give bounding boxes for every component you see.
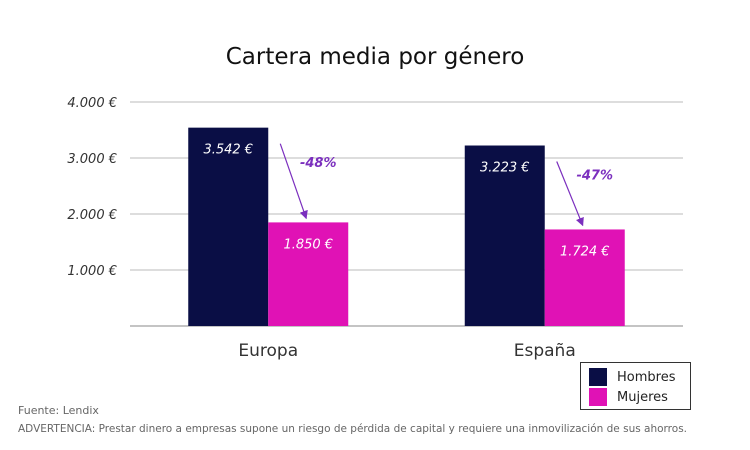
y-tick-label: 4.000 € — [67, 96, 117, 111]
warning-note: ADVERTENCIA: Prestar dinero a empresas s… — [18, 423, 688, 435]
legend-item-mujeres: Mujeres — [589, 387, 682, 407]
x-axis-ticks: Europa España — [238, 341, 575, 361]
bar-mujeres-españa — [544, 229, 625, 326]
data-label: 3.542 € — [203, 143, 253, 158]
legend-label-mujeres: Mujeres — [617, 389, 668, 405]
data-label: 1.850 € — [283, 237, 333, 252]
annotation-arrow — [279, 143, 308, 220]
legend: Hombres Mujeres — [580, 362, 691, 410]
legend-swatch-mujeres — [589, 388, 607, 406]
annotation-label: -48% — [300, 156, 337, 171]
annotations: -48% -47% — [279, 143, 613, 227]
y-tick-label: 3.000 € — [67, 152, 117, 167]
x-tick-label: Europa — [238, 341, 298, 361]
y-tick-label: 2.000 € — [67, 208, 117, 223]
bars — [188, 127, 625, 326]
source-note: Fuente: Lendix — [18, 404, 99, 417]
annotation-label: -47% — [576, 168, 613, 183]
y-tick-label: 1.000 € — [67, 264, 117, 279]
y-axis-ticks: 1.000 € 2.000 € 3.000 € 4.000 € — [67, 96, 117, 279]
x-tick-label: España — [514, 341, 576, 361]
chart-title: Cartera media por género — [226, 44, 525, 70]
data-label: 3.223 € — [480, 161, 530, 176]
bar-hombres-europa — [188, 127, 269, 326]
legend-swatch-hombres — [589, 368, 607, 386]
legend-label-hombres: Hombres — [617, 369, 676, 385]
legend-item-hombres: Hombres — [589, 367, 682, 387]
bar-hombres-españa — [464, 145, 545, 326]
data-label: 1.724 € — [560, 244, 610, 259]
data-labels: 3.542 € 1.850 € 3.223 € 1.724 € — [203, 143, 609, 260]
annotation-arrow — [556, 161, 584, 227]
bar-mujeres-europa — [268, 222, 349, 326]
